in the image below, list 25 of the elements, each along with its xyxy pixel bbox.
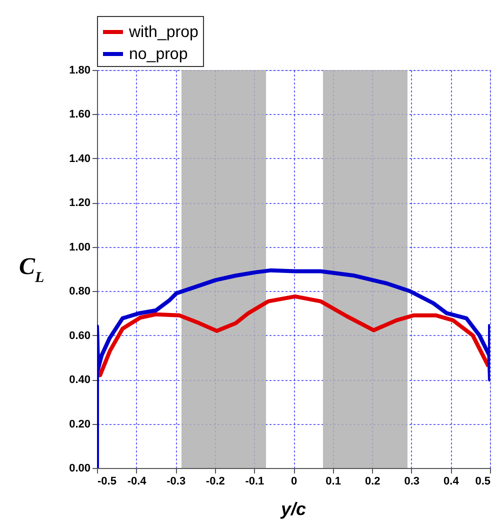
y-tick-label: 0.00 [69, 462, 90, 474]
y-tick-label: 1.60 [69, 108, 90, 121]
y-tick-label: 0.80 [69, 286, 90, 298]
y-tick-label: 0.20 [69, 418, 90, 430]
y-tick-label: 1.20 [69, 197, 90, 210]
x-tick-label: 0.4 [444, 476, 460, 488]
y-tick-label: 0.60 [69, 330, 90, 342]
x-tick-label: 0.3 [404, 476, 420, 488]
line-series [97, 294, 490, 378]
legend-label: no_prop [129, 46, 188, 63]
y-tick-label: 1.80 [69, 64, 90, 76]
x-tick-label: 0.1 [326, 476, 341, 488]
y-tick-label: 0.40 [69, 374, 90, 386]
x-tick-label: -0.5 [98, 476, 116, 488]
x-axis-title: y/c [280, 499, 306, 519]
legend-label: with_prop [128, 24, 198, 41]
x-tick-label: -0.1 [245, 476, 264, 488]
x-tick-label: -0.4 [127, 476, 148, 488]
x-tick-label: 0.5 [475, 476, 490, 488]
y-tick-label: 1.00 [69, 241, 90, 254]
y-tick-label: 1.40 [69, 152, 90, 165]
x-tick-label: 0.2 [364, 476, 380, 488]
x-tick-label: -0.2 [206, 476, 225, 488]
x-tick-label: -0.3 [166, 476, 186, 488]
x-tick-label: 0 [290, 476, 298, 488]
